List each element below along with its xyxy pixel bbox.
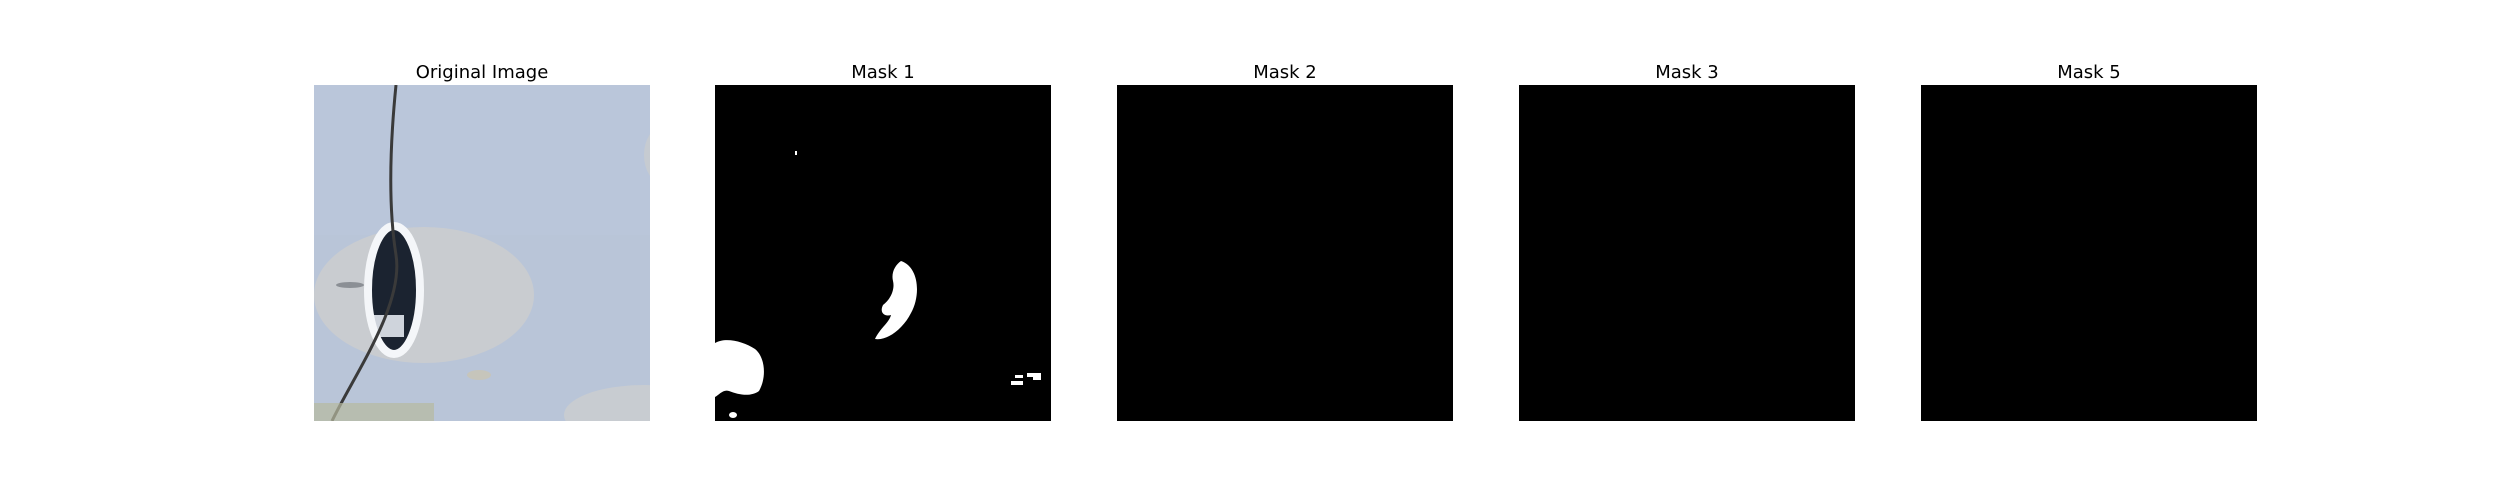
panel-mask-2: Mask 2 [1117,62,1453,421]
original-photo [314,85,650,421]
panel-mask-5: Mask 5 [1921,62,2257,421]
mask-3 [1519,85,1855,421]
panel-title: Mask 2 [1253,62,1317,83]
mask-2-image [1117,85,1453,421]
panel-title: Mask 1 [851,62,915,83]
panel-title: Mask 3 [1655,62,1719,83]
mask-2 [1117,85,1453,421]
mask-5 [1921,85,2257,421]
mask-1-image [715,85,1051,421]
panel-title: Original Image [415,62,549,83]
mask-5-image [1921,85,2257,421]
mask-3-image [1519,85,1855,421]
original-image [314,85,650,421]
panel-original-image: Original Image [314,62,650,421]
mask-1 [715,85,1051,421]
panel-title: Mask 5 [2057,62,2121,83]
panel-mask-3: Mask 3 [1519,62,1855,421]
panel-mask-1: Mask 1 [715,62,1051,421]
